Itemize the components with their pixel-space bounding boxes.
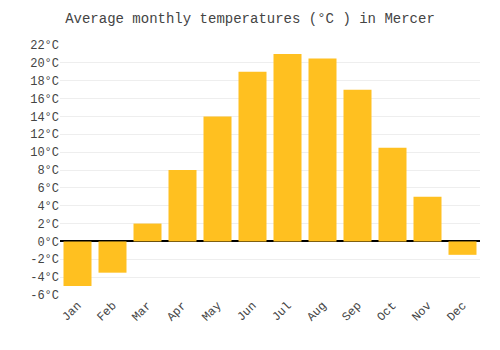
svg-text:Mar: Mar [129,299,154,324]
svg-text:Dec: Dec [444,299,469,324]
svg-text:6°C: 6°C [37,182,59,196]
svg-text:May: May [199,299,224,324]
svg-text:-2°C: -2°C [30,253,59,267]
svg-text:Feb: Feb [94,299,119,324]
svg-text:2°C: 2°C [37,218,59,232]
svg-text:Jul: Jul [269,299,294,324]
svg-text:20°C: 20°C [30,57,59,71]
svg-text:Sep: Sep [339,299,364,324]
svg-text:22°C: 22°C [30,39,59,53]
svg-text:4°C: 4°C [37,200,59,214]
svg-text:Average monthly temperatures (: Average monthly temperatures (°C ) in Me… [65,11,435,27]
svg-text:10°C: 10°C [30,146,59,160]
svg-text:18°C: 18°C [30,75,59,89]
svg-text:Jun: Jun [234,299,259,324]
svg-text:0°C: 0°C [37,236,59,250]
svg-text:14°C: 14°C [30,111,59,125]
svg-text:Apr: Apr [164,299,189,324]
svg-text:16°C: 16°C [30,93,59,107]
svg-text:-6°C: -6°C [30,289,59,303]
svg-text:Oct: Oct [374,299,399,324]
svg-text:8°C: 8°C [37,164,59,178]
svg-text:12°C: 12°C [30,128,59,142]
svg-text:Nov: Nov [409,299,434,324]
svg-text:-4°C: -4°C [30,271,59,285]
svg-text:Aug: Aug [304,299,329,324]
svg-text:Jan: Jan [59,299,84,324]
